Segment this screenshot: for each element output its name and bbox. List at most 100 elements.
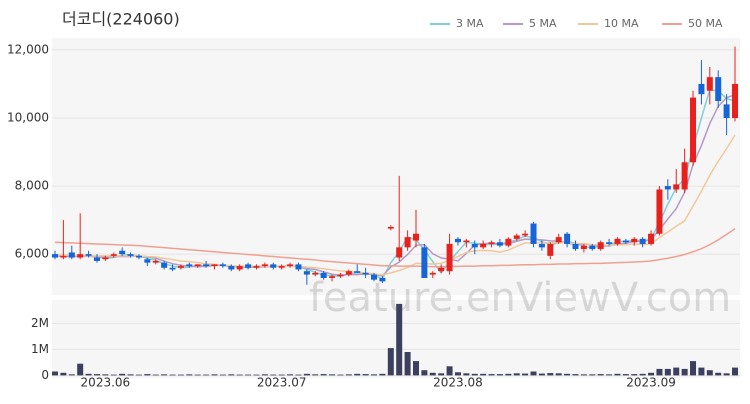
volume-tick-label: 0: [41, 368, 49, 382]
candle-body: [287, 264, 294, 267]
volume-bar: [119, 373, 126, 376]
candle-body: [622, 240, 629, 243]
volume-bar: [219, 374, 226, 376]
volume-bar: [706, 370, 713, 376]
candle-body: [320, 272, 327, 278]
volume-bar: [211, 374, 218, 376]
candle-body: [538, 243, 545, 248]
candle-body: [245, 264, 252, 268]
volume-bar: [379, 373, 386, 376]
candle-body: [152, 260, 159, 263]
candle-body: [102, 257, 109, 260]
candle-body: [664, 186, 671, 190]
candle-body: [530, 223, 537, 244]
volume-bar: [194, 374, 201, 376]
volume-bar: [261, 374, 268, 376]
volume-bar: [228, 374, 235, 376]
volume-bar: [127, 374, 134, 376]
candle-body: [135, 255, 142, 258]
candle-body: [211, 264, 218, 267]
volume-bar: [77, 363, 84, 376]
candle-body: [261, 264, 268, 267]
volume-bar: [85, 373, 92, 376]
candle-body: [690, 97, 697, 163]
candle-body: [454, 238, 461, 243]
candle-body: [463, 240, 470, 243]
volume-bar: [412, 361, 419, 376]
volume-bar: [673, 367, 680, 376]
candle-body: [471, 243, 478, 248]
candle-body: [480, 243, 487, 248]
volume-bar: [496, 374, 503, 376]
volume-bar: [631, 374, 638, 376]
volume-bar: [387, 348, 394, 376]
candle-body: [337, 274, 344, 277]
volume-bar: [337, 374, 344, 376]
candle-body: [169, 267, 176, 270]
candle-body: [412, 233, 419, 241]
x-tick-label: 2023.07: [257, 376, 307, 390]
candle-body: [371, 274, 378, 280]
volume-bar: [639, 373, 646, 376]
candle-body: [110, 254, 117, 256]
candle-body: [589, 245, 596, 250]
volume-bar: [421, 370, 428, 376]
candle-body: [194, 264, 201, 267]
volume-bar: [522, 373, 529, 376]
volume-bar: [329, 374, 336, 376]
volume-bar: [270, 374, 277, 376]
volume-bar: [597, 374, 604, 376]
volume-bar: [203, 374, 210, 376]
volume-bar: [555, 373, 562, 376]
candle-body: [446, 243, 453, 272]
candle-body: [421, 247, 428, 278]
volume-bar: [110, 374, 117, 376]
volume-bar: [236, 374, 243, 376]
volume-bar: [60, 372, 67, 376]
candle-body: [144, 259, 151, 263]
price-panel: [52, 38, 740, 295]
volume-bar: [303, 373, 310, 376]
candle-body: [219, 264, 226, 267]
candle-body: [119, 250, 126, 255]
candle-body: [522, 233, 529, 236]
candle-body: [270, 264, 277, 268]
volume-bar: [396, 303, 403, 376]
ma-line: [54, 94, 736, 277]
candle-body: [597, 242, 604, 250]
volume-bar: [287, 374, 294, 376]
candle-body: [186, 264, 193, 267]
volume-bar: [68, 374, 75, 376]
volume-bar: [690, 361, 697, 376]
volume-tick-label: 2M: [31, 316, 49, 330]
watermark: feature.enViewV.com: [309, 275, 731, 321]
volume-bar: [245, 374, 252, 376]
volume-bar: [656, 368, 663, 376]
volume-bar: [564, 373, 571, 376]
candle-body: [253, 266, 260, 268]
y-tick-label: 6,000: [15, 247, 49, 261]
candle-body: [236, 266, 243, 270]
candle-body: [555, 237, 562, 243]
candle-body: [354, 271, 361, 273]
x-tick-label: 2023.09: [626, 376, 676, 390]
volume-bar: [589, 374, 596, 376]
ma-line: [54, 134, 736, 276]
volume-bar: [463, 373, 470, 376]
candle-body: [681, 162, 688, 190]
candle-body: [228, 266, 235, 270]
volume-bar: [723, 373, 730, 376]
candle-body: [68, 252, 75, 258]
candle-body: [438, 267, 445, 272]
candle-body: [295, 264, 302, 270]
volume-bar: [622, 374, 629, 376]
candle-body: [345, 271, 352, 275]
volume-bar: [144, 374, 151, 376]
candle-body: [379, 277, 386, 282]
candle-body: [648, 233, 655, 244]
volume-bar: [152, 374, 159, 376]
candle-body: [329, 276, 336, 278]
candle-body: [278, 266, 285, 268]
candle-body: [673, 184, 680, 190]
candle-body: [496, 242, 503, 246]
